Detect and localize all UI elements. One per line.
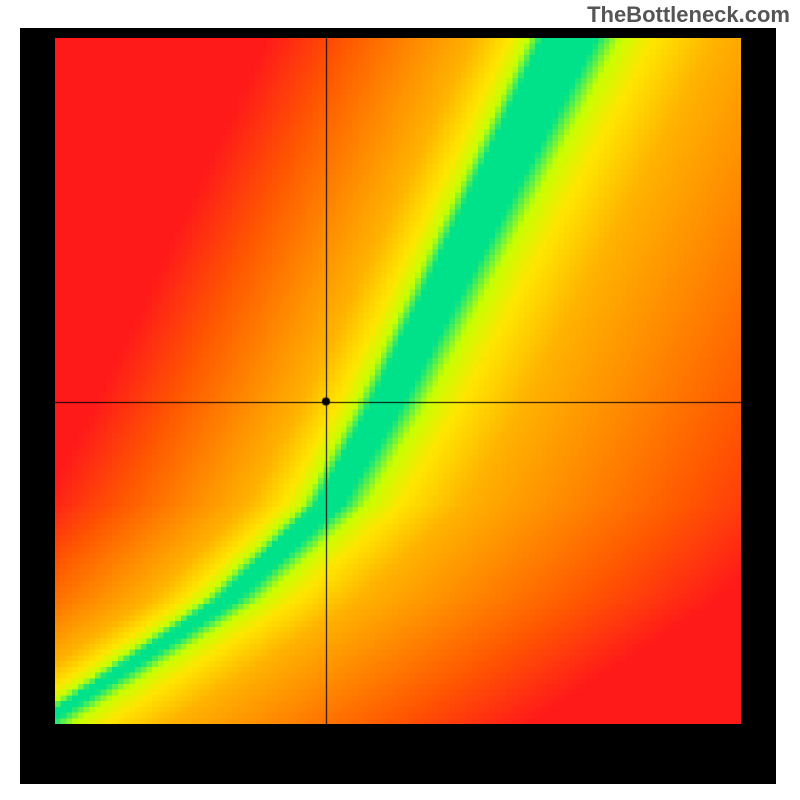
crosshair-overlay — [55, 38, 741, 724]
plot-outer-frame — [20, 28, 776, 784]
watermark-text: TheBottleneck.com — [587, 2, 790, 28]
root: TheBottleneck.com — [0, 0, 800, 800]
